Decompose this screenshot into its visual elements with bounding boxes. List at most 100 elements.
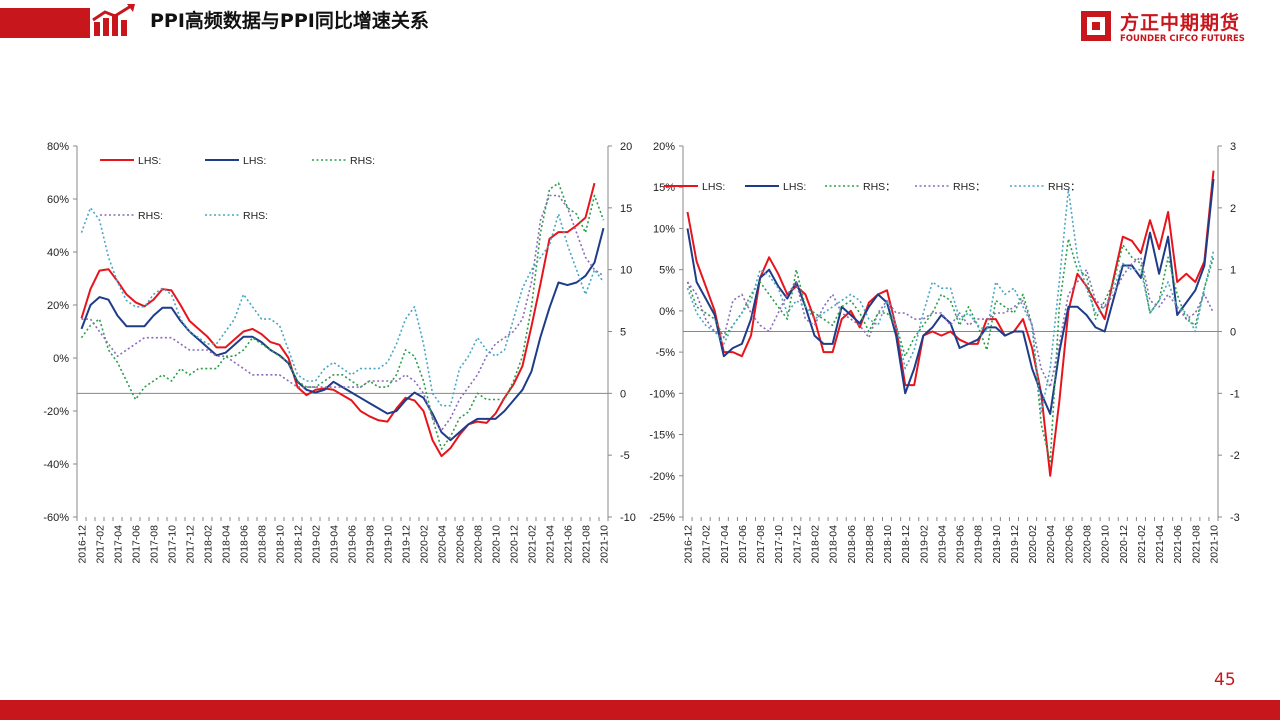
x-tick-label: 2018-06 — [239, 525, 251, 564]
chart-right: -25% -20% -15% -10% -5% 0% 5% 10% 15% 20% -3 -2 -1 0 1… — [640, 130, 1260, 600]
legend-label: RHS： — [953, 181, 986, 193]
y-left-tick-label: -20% — [649, 471, 675, 483]
x-tick-label: 2020-06 — [1063, 525, 1075, 564]
series-line — [686, 188, 1215, 413]
chart-left: -60% -40% -20% 0% 20% 40% 60% 80% -10 -5 0 5 10 15 20 2… — [20, 130, 640, 600]
y-right-tick-label: 15 — [620, 203, 632, 215]
x-tick-label: 2021-08 — [581, 525, 593, 564]
y-right-tick-label: 3 — [1230, 141, 1236, 153]
x-tick-label: 2018-12 — [900, 525, 912, 564]
x-tick-label: 2021-02 — [527, 525, 539, 564]
y-right-tick-label: -5 — [620, 450, 630, 462]
legend-label: RHS: — [350, 155, 375, 167]
x-tick-label: 2020-08 — [473, 525, 485, 564]
x-tick-label: 2020-04 — [1045, 525, 1057, 564]
legend-label: LHS: — [702, 181, 725, 193]
x-tick-label: 2018-04 — [828, 525, 840, 564]
page-title: PPI高频数据与PPI同比增速关系 — [150, 10, 429, 32]
y-right-tick-label: 2 — [1230, 203, 1236, 215]
y-left-tick-label: -60% — [43, 512, 69, 524]
y-left-tick-label: -5% — [655, 347, 675, 359]
x-tick-label: 2018-08 — [864, 525, 876, 564]
x-tick-label: 2020-10 — [1100, 525, 1112, 564]
x-tick-label: 2019-12 — [401, 525, 413, 564]
x-tick-label: 2019-06 — [955, 525, 967, 564]
x-tick-label: 2019-10 — [383, 525, 395, 564]
x-tick-label: 2017-12 — [185, 525, 197, 564]
brand-logo-icon — [1081, 11, 1111, 41]
x-tick-label: 2019-04 — [936, 525, 948, 564]
header-accent-bar — [0, 8, 90, 38]
y-right-tick-label: 10 — [620, 265, 632, 277]
x-tick-label: 2017-08 — [149, 525, 161, 564]
series-line — [80, 227, 605, 442]
series-line — [80, 182, 605, 450]
series-line — [686, 238, 1215, 463]
legend-label: RHS: — [243, 210, 268, 222]
y-left-tick-label: -20% — [43, 406, 69, 418]
y-left-tick-label: 15% — [653, 182, 675, 194]
y-left-tick-label: 0% — [53, 353, 69, 365]
series-line — [686, 178, 1215, 415]
x-tick-label: 2017-02 — [701, 525, 713, 564]
x-tick-label: 2021-06 — [563, 525, 575, 564]
rising-chart-icon — [92, 4, 135, 36]
x-tick-label: 2021-02 — [1136, 525, 1148, 564]
y-left-tick-label: -25% — [649, 512, 675, 524]
legend-label: LHS: — [138, 155, 161, 167]
x-tick-label: 2021-10 — [1208, 525, 1220, 564]
y-left-tick-label: 60% — [47, 194, 69, 206]
x-tick-label: 2017-08 — [755, 525, 767, 564]
x-tick-label: 2020-10 — [491, 525, 503, 564]
brand-logo: 方正中期期货 FOUNDER CIFCO FUTURES — [1080, 8, 1260, 48]
brand-name-cn: 方正中期期货 — [1120, 12, 1241, 34]
x-tick-label: 2020-08 — [1082, 525, 1094, 564]
x-tick-label: 2020-12 — [509, 525, 521, 564]
x-tick-label: 2017-04 — [113, 525, 125, 564]
series-line — [686, 256, 1215, 388]
y-left-tick-label: 0% — [659, 306, 675, 318]
series-line — [80, 207, 605, 407]
brand-name-en: FOUNDER CIFCO FUTURES — [1120, 34, 1245, 44]
x-tick-label: 2020-04 — [437, 525, 449, 564]
legend-label: LHS: — [243, 155, 266, 167]
y-left-tick-label: 5% — [659, 265, 675, 277]
legend-label: RHS： — [1048, 181, 1081, 193]
x-tick-label: 2019-08 — [365, 525, 377, 564]
x-tick-label: 2017-02 — [95, 525, 107, 564]
y-left-tick-label: -40% — [43, 459, 69, 471]
x-tick-label: 2017-12 — [791, 525, 803, 564]
x-tick-label: 2019-08 — [973, 525, 985, 564]
x-tick-label: 2018-02 — [809, 525, 821, 564]
x-tick-label: 2019-02 — [311, 525, 323, 564]
x-tick-label: 2020-06 — [455, 525, 467, 564]
x-tick-label: 2016-12 — [683, 525, 695, 564]
x-tick-label: 2018-08 — [257, 525, 269, 564]
y-right-tick-label: -3 — [1230, 512, 1240, 524]
x-tick-label: 2020-02 — [1027, 525, 1039, 564]
x-tick-label: 2017-06 — [131, 525, 143, 564]
x-tick-label: 2021-04 — [545, 525, 557, 564]
footer-accent-bar — [0, 700, 1280, 720]
y-right-tick-label: -2 — [1230, 450, 1240, 462]
x-tick-label: 2018-10 — [882, 525, 894, 564]
legend-label: RHS: — [138, 210, 163, 222]
x-tick-label: 2016-12 — [77, 525, 89, 564]
y-left-tick-label: 40% — [47, 247, 69, 259]
x-tick-label: 2018-12 — [293, 525, 305, 564]
y-right-tick-label: 1 — [1230, 265, 1236, 277]
x-tick-label: 2017-04 — [719, 525, 731, 564]
x-tick-label: 2021-04 — [1154, 525, 1166, 564]
y-left-tick-label: 80% — [47, 141, 69, 153]
x-tick-label: 2019-04 — [329, 525, 341, 564]
y-right-tick-label: -1 — [1230, 388, 1240, 400]
x-tick-label: 2019-10 — [991, 525, 1003, 564]
x-tick-label: 2018-06 — [846, 525, 858, 564]
chart-left-svg: -60%-40%-20%0%20%40%60%80%-10-5051015202… — [43, 141, 636, 564]
y-left-tick-label: 20% — [47, 300, 69, 312]
y-left-tick-label: -10% — [649, 388, 675, 400]
x-tick-label: 2021-08 — [1190, 525, 1202, 564]
y-left-tick-label: 20% — [653, 141, 675, 153]
x-tick-label: 2017-10 — [167, 525, 179, 564]
x-tick-label: 2018-04 — [221, 525, 233, 564]
